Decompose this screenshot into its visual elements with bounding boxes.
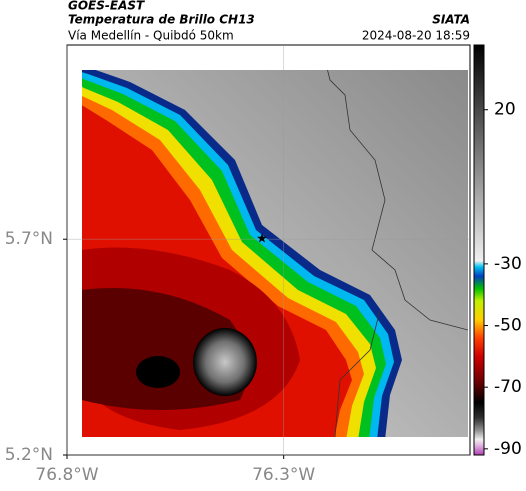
colorbar (474, 45, 484, 455)
location-marker: ★ (256, 232, 268, 247)
x-tick-label: 76.3°W (252, 465, 315, 485)
colorbar-tick-label: -70 (494, 377, 522, 397)
satellite-image (82, 70, 468, 437)
y-tick-label: 5.2°N (5, 445, 53, 465)
colorbar-frame (473, 44, 485, 456)
datetime: 2024-08-20 18:59 (362, 29, 470, 43)
source: GOES-EAST (68, 0, 145, 13)
y-tick-label: 5.7°N (5, 229, 53, 249)
title: Temperatura de Brillo CH13 (68, 13, 255, 27)
colorbar-tick-label: 20 (494, 100, 516, 120)
subtitle: Vía Medellín - Quibdó 50km (68, 29, 234, 43)
colorbar-tick-label: -90 (494, 439, 522, 459)
colorbar-tick-label: -30 (494, 254, 522, 274)
org: SIATA (432, 13, 470, 27)
x-tick-label: 76.8°W (35, 465, 98, 485)
colorbar-tick-label: -50 (494, 316, 522, 336)
